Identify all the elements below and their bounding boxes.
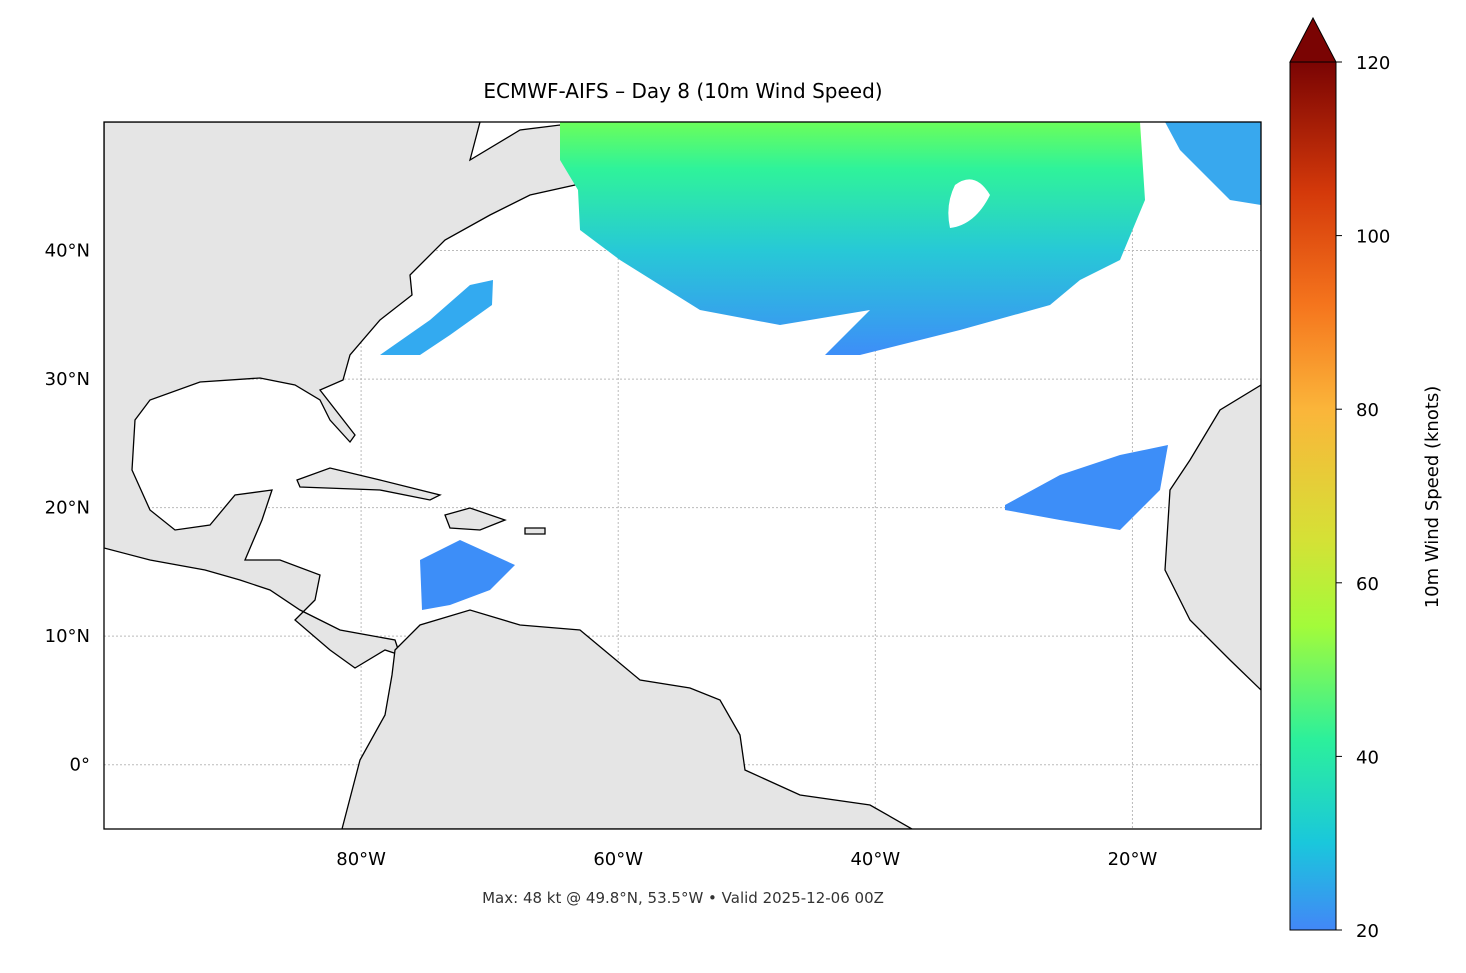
wind-field xyxy=(420,540,515,610)
land xyxy=(296,467,442,501)
colorbar-tick-label: 80 xyxy=(1356,400,1379,421)
axes: 80°W 60°W 40°W 20°W 0° 10°N 20°N 30°N 40°N xyxy=(45,241,1158,870)
colorbar-tick-label: 60 xyxy=(1356,574,1379,595)
colorbar-tick-label: 40 xyxy=(1356,747,1379,768)
wind-field xyxy=(380,280,493,355)
colorbar-tick-label: 120 xyxy=(1356,53,1390,74)
y-tick-label: 40°N xyxy=(45,241,90,262)
map xyxy=(104,122,1261,829)
chart-title: ECMWF-AIFS – Day 8 (10m Wind Speed) xyxy=(483,79,882,103)
x-tick-label: 80°W xyxy=(336,849,386,870)
x-tick-label: 40°W xyxy=(850,849,900,870)
land xyxy=(341,609,914,829)
y-tick-label: 30°N xyxy=(45,369,90,390)
wind-field xyxy=(560,122,1145,355)
y-tick-label: 20°N xyxy=(45,498,90,519)
footnote: Max: 48 kt @ 49.8°N, 53.5°W • Valid 2025… xyxy=(482,889,884,907)
x-tick-label: 20°W xyxy=(1108,849,1158,870)
colorbar-extend xyxy=(1289,16,1337,63)
colorbar-label: 10m Wind Speed (knots) xyxy=(1422,386,1443,609)
x-tick-label: 60°W xyxy=(593,849,643,870)
land xyxy=(1164,384,1261,691)
y-tick-label: 10°N xyxy=(45,626,90,647)
colorbar-tick-label: 100 xyxy=(1356,227,1390,248)
colorbar-bar xyxy=(1289,61,1337,931)
wind-field xyxy=(1165,122,1261,205)
colorbar: 10m Wind Speed (knots) 20 40 60 80 100 120 xyxy=(1289,16,1443,942)
wind-field xyxy=(1005,445,1168,530)
y-tick-label: 0° xyxy=(70,755,90,776)
map-frame xyxy=(103,121,1262,830)
land xyxy=(104,122,622,669)
land xyxy=(444,507,507,531)
colorbar-tick-label: 20 xyxy=(1356,921,1379,942)
land xyxy=(524,527,546,535)
